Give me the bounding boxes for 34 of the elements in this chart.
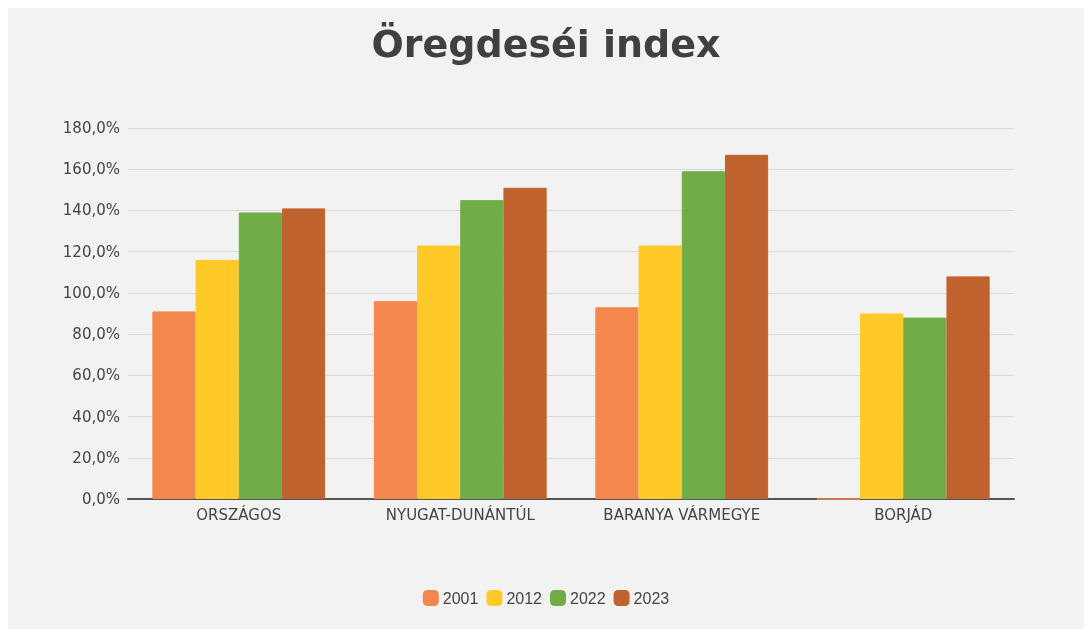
bar (460, 200, 504, 499)
legend-label: 2001 (442, 589, 479, 607)
bar (238, 212, 282, 499)
bar (903, 317, 947, 499)
y-tick-label: 40,0% (72, 407, 120, 426)
y-tick-label: 0,0% (81, 490, 120, 508)
y-tick-label: 20,0% (72, 448, 120, 467)
chart-title: Öregdeséi index (371, 22, 721, 66)
y-tick-label: 160,0% (62, 160, 120, 179)
bar (152, 311, 196, 499)
x-tick-label: ORSZÁGOS (196, 504, 282, 524)
y-tick-label: 80,0% (72, 325, 120, 344)
y-tick-label: 140,0% (62, 201, 120, 220)
bar (373, 301, 418, 499)
x-tick-label: NYUGAT-DUNÁNTÚL (385, 504, 536, 524)
y-tick-label: 60,0% (72, 366, 120, 385)
bar (638, 245, 682, 499)
legend-label: 2012 (506, 589, 543, 607)
bar (503, 187, 547, 499)
y-tick-label: 120,0% (62, 242, 120, 261)
x-tick-label: BORJÁD (874, 504, 933, 524)
bar (860, 313, 904, 499)
y-tick-label: 180,0% (62, 119, 120, 137)
y-tick-label: 100,0% (62, 283, 120, 302)
bar (281, 208, 326, 499)
bar (724, 154, 769, 499)
legend-label: 2022 (570, 589, 606, 607)
legend-label: 2023 (633, 589, 670, 607)
bar (595, 307, 639, 499)
x-tick-label: BARANYA VÁRMEGYE (603, 504, 761, 524)
bar (195, 259, 239, 499)
bar (417, 245, 461, 499)
bar (946, 276, 990, 499)
bar (681, 171, 725, 499)
